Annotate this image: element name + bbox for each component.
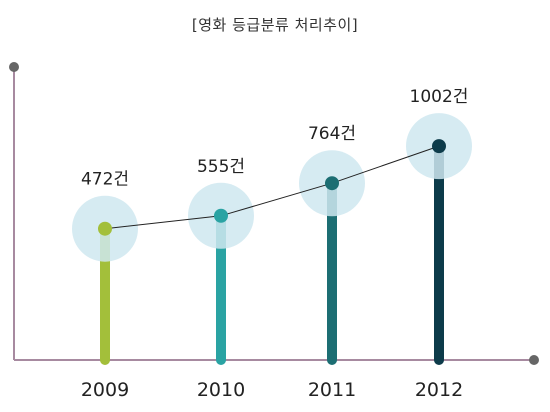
points-group	[98, 139, 446, 236]
stems-group	[100, 141, 444, 365]
point-2009	[98, 221, 112, 236]
series-line	[104, 145, 440, 230]
point-2010	[214, 208, 228, 223]
y-axis-end-dot	[9, 62, 19, 72]
x-tick-label-2012: 2012	[415, 379, 463, 401]
x-tick-label-2010: 2010	[197, 379, 245, 401]
point-2012	[432, 139, 446, 154]
chart-title: [영화 등급분류 처리추이]	[191, 16, 359, 34]
halos-group	[72, 113, 472, 262]
value-label-2011: 764건	[308, 124, 356, 144]
x-tick-label-2011: 2011	[308, 379, 356, 401]
x-tick-labels-group: 2009 2010 2011 2012	[81, 379, 463, 401]
x-tick-label-2009: 2009	[81, 379, 129, 401]
x-axis-end-dot	[529, 355, 539, 365]
point-2011	[325, 176, 339, 191]
value-labels-group: 472건 555건 764건 1002건	[81, 87, 469, 190]
value-label-2010: 555건	[197, 157, 245, 177]
value-label-2012: 1002건	[410, 87, 469, 107]
value-label-2009: 472건	[81, 170, 129, 190]
